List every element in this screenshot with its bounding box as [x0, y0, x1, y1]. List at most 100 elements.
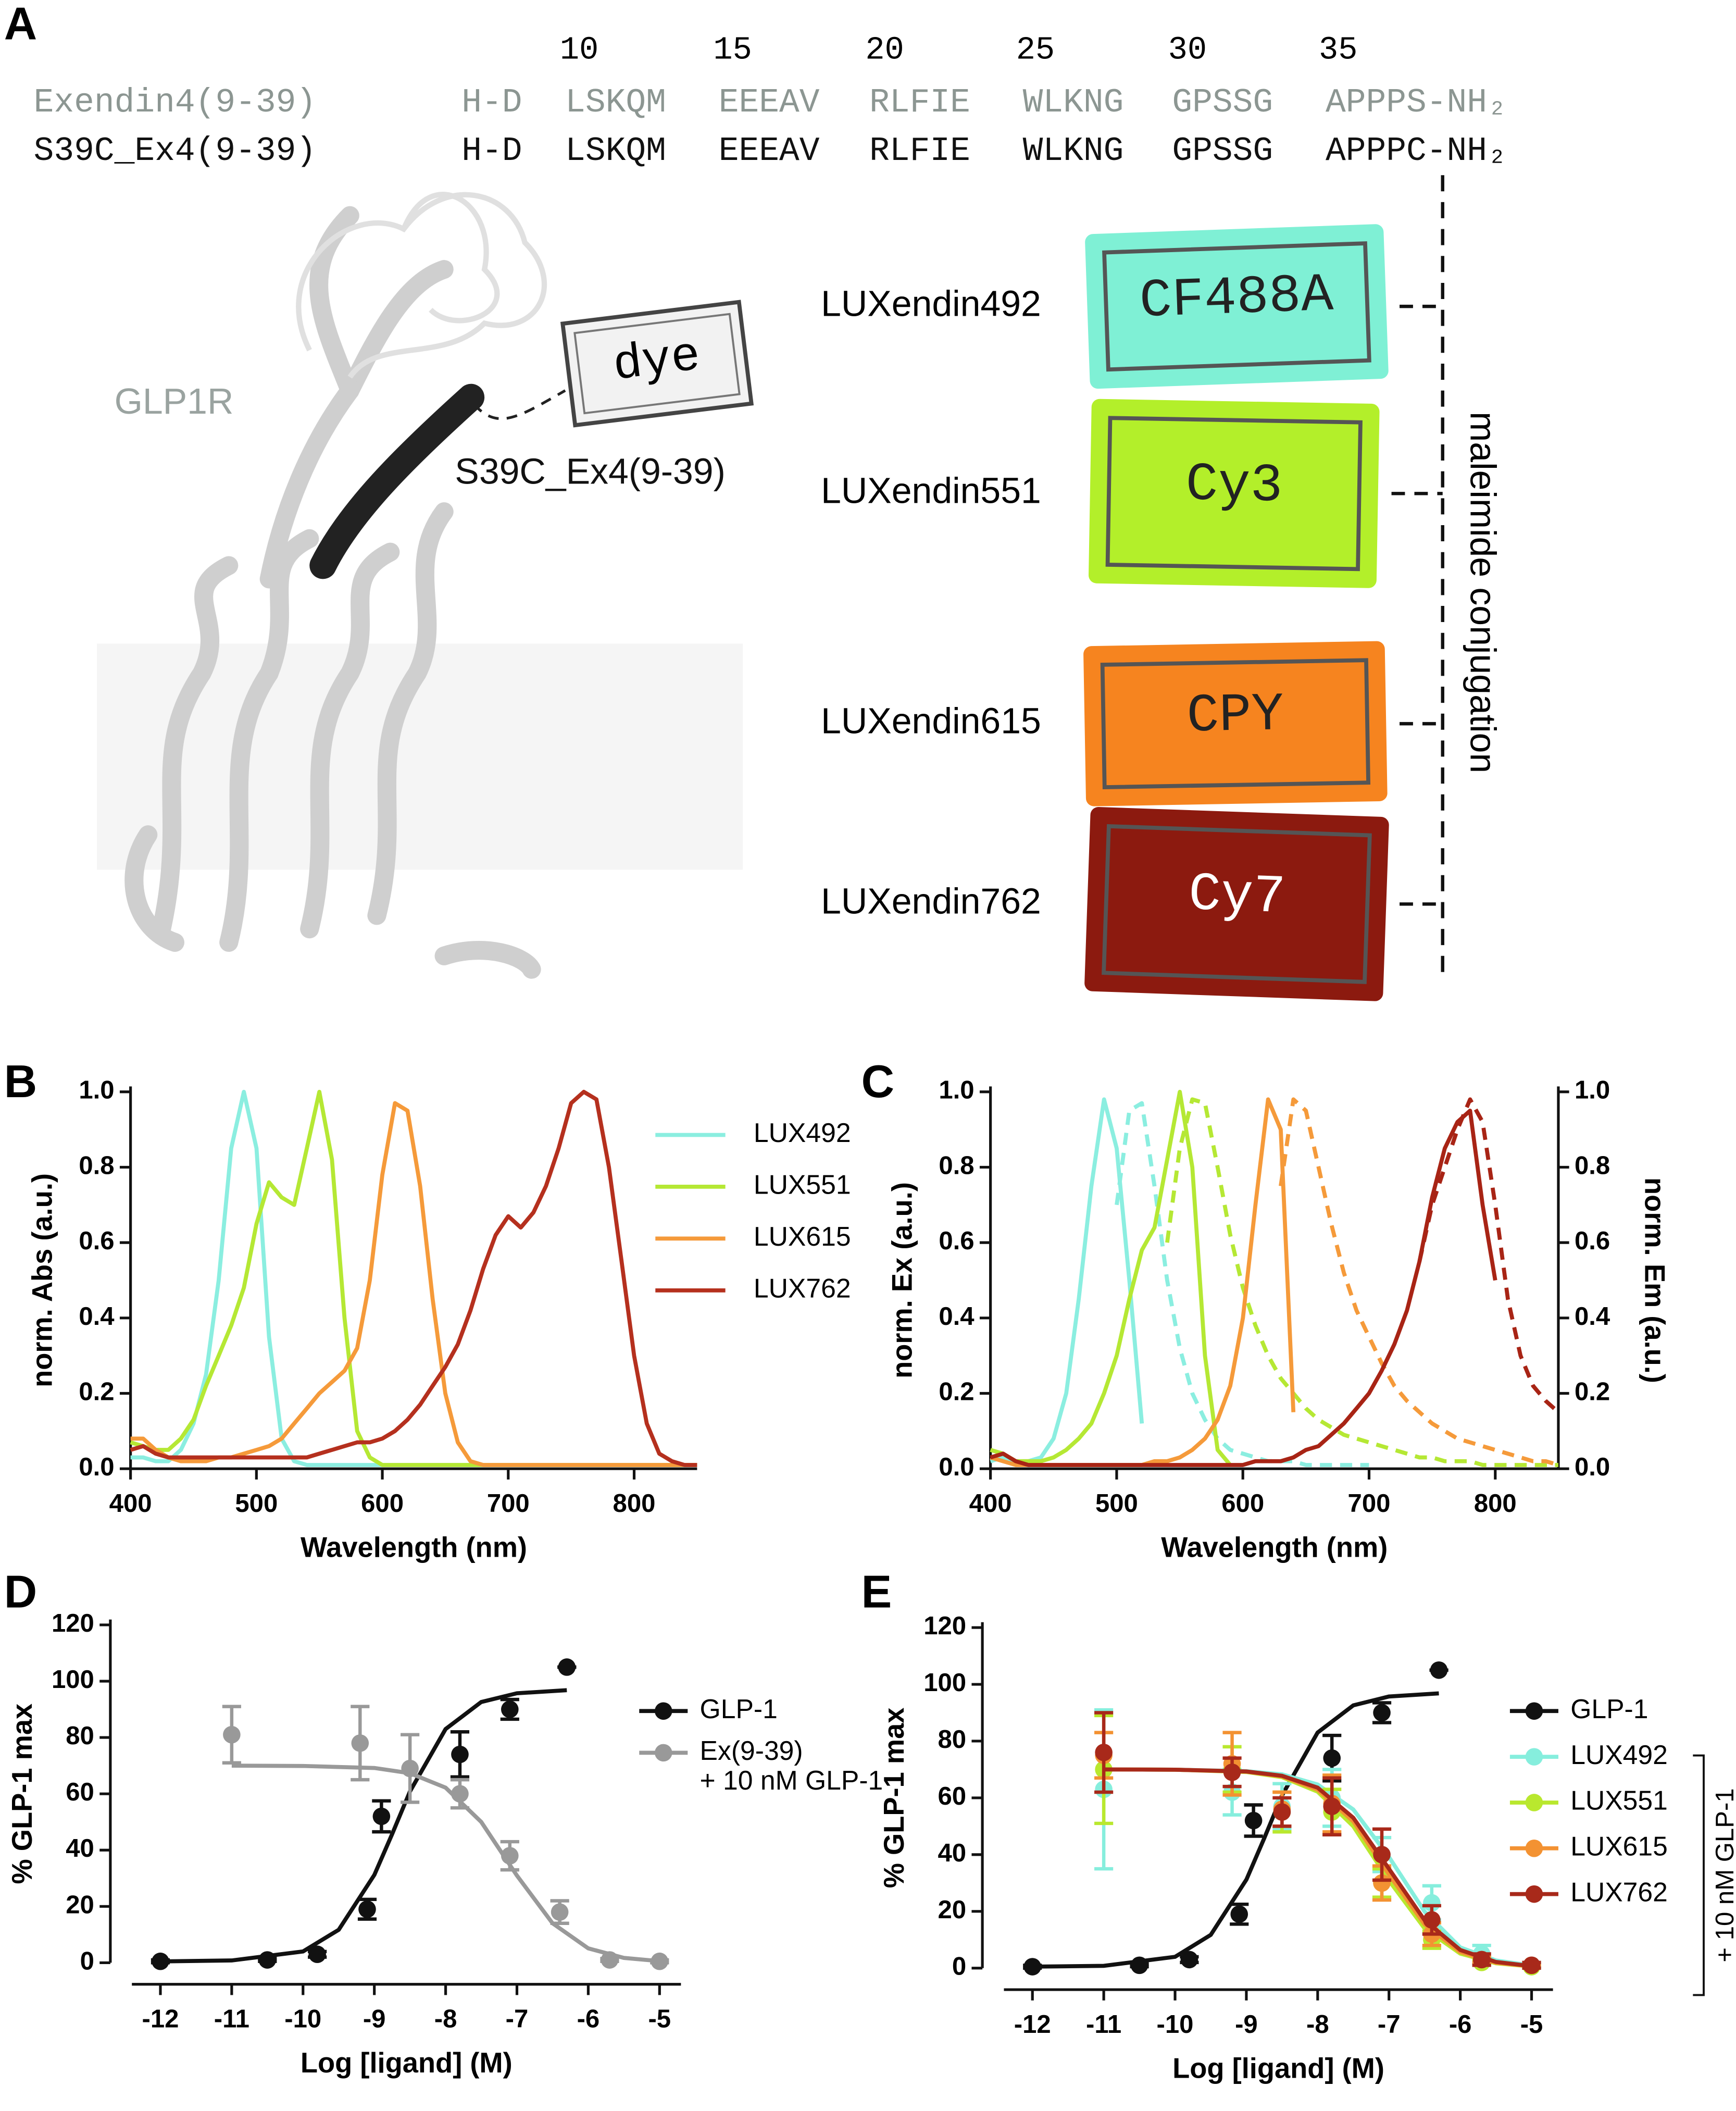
- y-axis-label: % GLP-1 max: [7, 1704, 38, 1884]
- x-axis-label: Log [ligand] (M): [1172, 2053, 1384, 2084]
- data-point: [558, 1658, 576, 1676]
- data-point: [223, 1725, 241, 1744]
- y-tick-label: 1.0: [79, 1076, 114, 1104]
- x-tick-label: -11: [214, 2005, 249, 2033]
- receptor-ecd: [296, 192, 547, 379]
- fit-curve: [1104, 1767, 1532, 1969]
- x-tick-label: 700: [1348, 1489, 1391, 1518]
- data-point: [1180, 1951, 1198, 1969]
- conjugate-box: CPY: [1083, 641, 1388, 806]
- conjugate-box: Cy3: [1089, 399, 1380, 588]
- sequence-name: Exendin4(9-39): [34, 84, 317, 122]
- x-tick-label: -6: [1449, 2010, 1472, 2039]
- fit-curve: [1032, 1691, 1439, 1969]
- receptor-label: GLP1R: [115, 381, 234, 421]
- peptide-helix: [309, 383, 485, 579]
- y-tick-label: 0: [80, 1947, 94, 1975]
- spectrum-line: [1115, 1101, 1369, 1467]
- conjugate-name: LUXendin615: [821, 701, 1041, 741]
- legend-label: LUX551: [754, 1170, 851, 1200]
- data-point: [601, 1951, 619, 1969]
- legend-label: LUX615: [754, 1221, 851, 1251]
- spectrum-line: [1417, 1097, 1560, 1414]
- data-point: [1244, 1811, 1263, 1830]
- x-tick-label: 600: [361, 1489, 404, 1518]
- panel-letter: B: [4, 1056, 37, 1107]
- dye-box-outer: [1089, 399, 1380, 588]
- data-point: [1223, 1764, 1241, 1781]
- x-tick-label: -5: [648, 2005, 671, 2033]
- data-point: [1323, 1749, 1341, 1767]
- data-point: [1095, 1743, 1113, 1761]
- panel-letter: D: [4, 1566, 37, 1617]
- dye-box-outer: [1085, 224, 1389, 389]
- x-axis-label: Wavelength (nm): [1161, 1532, 1388, 1563]
- legend-marker: [1525, 1794, 1543, 1811]
- sequence-block: EEEAV: [719, 132, 820, 170]
- y-tick-label: 60: [66, 1778, 94, 1806]
- spectrum-line: [1165, 1097, 1558, 1467]
- legend-marker: [654, 1702, 672, 1720]
- sequence-block: RLFIE: [869, 132, 970, 170]
- legend-marker: [654, 1744, 672, 1762]
- panel-letter: C: [861, 1056, 894, 1107]
- sequence-block: H-D: [461, 132, 522, 170]
- y-tick-label: 0.6: [79, 1227, 114, 1255]
- y2-tick-label: 0.0: [1575, 1453, 1610, 1481]
- x-tick-label: -6: [577, 2005, 600, 2033]
- spectrum-line: [990, 1109, 1497, 1467]
- dye-name: Cy7: [1188, 864, 1287, 928]
- y-tick-label: 0.0: [79, 1453, 114, 1481]
- residue-number: 15: [713, 31, 752, 68]
- y-tick-label: 80: [66, 1722, 94, 1750]
- x-axis-label: Log [ligand] (M): [301, 2047, 513, 2079]
- linker-label: maleimide conjugation: [1463, 412, 1504, 773]
- legend-marker: [1525, 1885, 1543, 1903]
- dye-box-inner: [573, 313, 741, 415]
- x-tick-label: 700: [487, 1489, 530, 1518]
- legend-marker: [1525, 1840, 1543, 1857]
- x-tick-label: -7: [506, 2005, 529, 2033]
- x-tick-label: -9: [363, 2005, 386, 2033]
- dye-box-inner: [1102, 241, 1371, 372]
- y-axis-label: norm. Abs (a.u.): [27, 1173, 58, 1387]
- y-tick-label: 40: [938, 1839, 967, 1867]
- fit-curve: [1104, 1767, 1532, 1968]
- x-tick-label: -8: [1306, 2010, 1329, 2039]
- sequence-block: LSKQM: [565, 84, 666, 122]
- data-point: [451, 1785, 469, 1803]
- data-point: [351, 1734, 369, 1752]
- sequence-name: S39C_Ex4(9-39): [34, 132, 317, 170]
- conjugate-name: LUXendin551: [821, 470, 1041, 511]
- data-point: [501, 1700, 519, 1718]
- conjugate-name: LUXendin492: [821, 283, 1041, 324]
- dye-name: Cy3: [1185, 454, 1283, 517]
- fit-curve: [1104, 1767, 1532, 1968]
- dye-box-inner: [1102, 824, 1372, 984]
- dye-box-outer: [1083, 641, 1388, 806]
- x-tick-label: -9: [1235, 2010, 1258, 2039]
- x-tick-label: 500: [235, 1489, 278, 1518]
- x-tick-label: -10: [284, 2005, 321, 2033]
- y-tick-label: 0.2: [79, 1377, 114, 1406]
- conjugate-name: LUXendin762: [821, 881, 1041, 922]
- sequence-block: RLFIE: [869, 84, 970, 122]
- y-tick-label: 20: [66, 1891, 94, 1919]
- residue-number: 20: [865, 31, 904, 68]
- conjugate-box: CF488A: [1085, 224, 1389, 389]
- legend-label: LUX551: [1570, 1785, 1668, 1816]
- dye-name: CF488A: [1139, 265, 1334, 333]
- y2-tick-label: 0.2: [1575, 1377, 1610, 1406]
- dye-box-outer: [560, 300, 754, 428]
- y2-axis-label: norm. Em (a.u.): [1639, 1177, 1670, 1383]
- sequence-block: APPPC-NH₂: [1326, 132, 1507, 170]
- fit-curve: [160, 1688, 567, 1964]
- spectrum-line: [990, 1089, 1232, 1467]
- data-point: [401, 1759, 419, 1778]
- x-axis-label: Wavelength (nm): [301, 1532, 527, 1563]
- data-point: [1023, 1958, 1042, 1976]
- peptide-label: S39C_Ex4(9-39): [455, 451, 726, 491]
- data-point: [651, 1952, 669, 1970]
- spectrum-line: [990, 1097, 1144, 1463]
- y-tick-label: 20: [938, 1896, 967, 1924]
